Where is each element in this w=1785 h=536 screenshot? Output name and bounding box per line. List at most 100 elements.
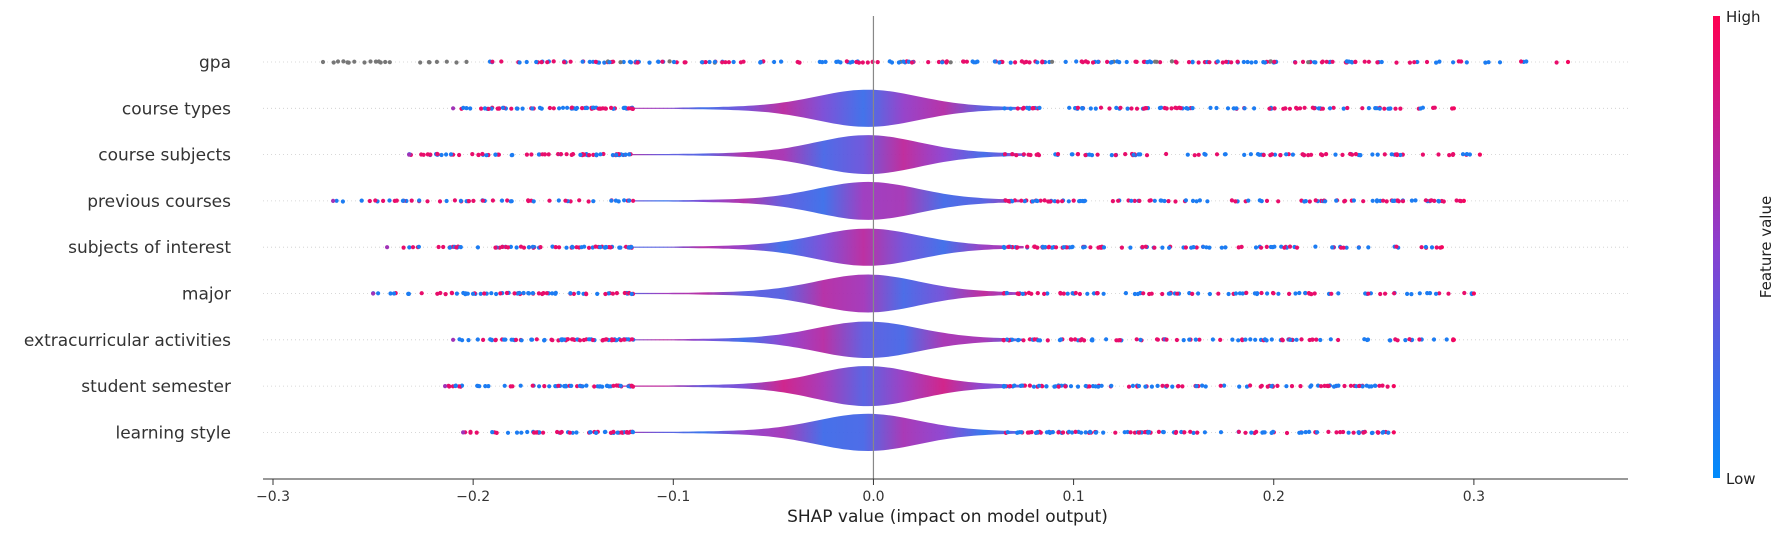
shap-point xyxy=(530,244,535,249)
shap-point xyxy=(1113,153,1118,158)
shap-point xyxy=(1010,337,1015,342)
shap-point xyxy=(602,245,607,250)
shap-point xyxy=(542,384,547,389)
shap-point xyxy=(1190,198,1196,203)
shap-point xyxy=(1214,105,1219,111)
shap-point xyxy=(1081,245,1086,250)
shap-point xyxy=(1230,337,1235,342)
feature-label: subjects of interest xyxy=(68,238,231,258)
colorbar-low-label: Low xyxy=(1726,470,1756,488)
shap-point xyxy=(1461,198,1466,203)
shap-point xyxy=(854,59,859,65)
shap-point xyxy=(1083,430,1088,435)
shap-point xyxy=(1372,383,1377,388)
shap-point xyxy=(1226,291,1231,297)
shap-point xyxy=(1342,199,1347,204)
shap-point xyxy=(618,383,623,388)
shap-point xyxy=(1268,59,1273,64)
shap-point xyxy=(1316,106,1321,111)
shap-point xyxy=(1064,245,1069,250)
shap-point xyxy=(557,245,562,250)
shap-point xyxy=(1105,59,1110,64)
shap-point xyxy=(497,106,502,111)
shap-point xyxy=(1194,245,1199,250)
shap-point xyxy=(513,337,519,342)
shap-point xyxy=(1282,245,1287,250)
shap-point xyxy=(571,291,577,296)
shap-point xyxy=(1069,152,1074,157)
shap-point xyxy=(1006,199,1011,204)
shap-point xyxy=(419,291,424,296)
shap-point xyxy=(1341,106,1346,111)
shap-point xyxy=(1377,383,1382,388)
shap-point xyxy=(586,245,592,250)
shap-point xyxy=(614,291,620,296)
shap-point xyxy=(1207,291,1212,297)
shap-point xyxy=(482,291,487,296)
shap-point xyxy=(1259,245,1264,250)
shap-point xyxy=(1027,383,1032,388)
shap-point xyxy=(1152,59,1158,64)
shap-point xyxy=(604,383,610,388)
violin-shape xyxy=(623,181,1024,220)
shap-point xyxy=(1334,198,1339,203)
shap-point xyxy=(362,60,367,65)
shap-point xyxy=(1303,290,1308,296)
shap-point xyxy=(1019,430,1024,435)
shap-point xyxy=(1261,152,1266,158)
shap-point xyxy=(494,430,499,435)
shap-point xyxy=(823,59,828,64)
shap-point xyxy=(451,337,456,342)
shap-point xyxy=(1245,59,1250,65)
shap-point xyxy=(457,384,462,389)
shap-point xyxy=(1185,152,1190,157)
shap-point xyxy=(1293,291,1298,296)
shap-point xyxy=(1331,105,1336,110)
shap-point xyxy=(1178,106,1183,111)
shap-point xyxy=(1287,291,1292,296)
x-tick-label: 0.1 xyxy=(1062,489,1084,505)
shap-point xyxy=(1093,384,1098,389)
shap-point xyxy=(1147,198,1152,203)
shap-point xyxy=(1101,291,1106,296)
shap-point xyxy=(1004,337,1010,342)
shap-point xyxy=(501,337,507,342)
shap-point xyxy=(1144,106,1149,111)
shap-point xyxy=(1223,245,1228,250)
shap-point xyxy=(1164,337,1169,342)
shap-point xyxy=(1237,384,1242,389)
shap-point xyxy=(1026,152,1031,157)
shap-point xyxy=(1272,106,1277,111)
shap-point xyxy=(1268,244,1273,250)
shap-point xyxy=(1427,291,1433,296)
shap-point xyxy=(376,291,381,296)
shap-point xyxy=(1038,198,1043,203)
shap-point xyxy=(448,152,454,157)
shap-point xyxy=(611,383,616,388)
shap-point xyxy=(1309,152,1314,157)
shap-point xyxy=(1345,105,1350,111)
shap-point xyxy=(1022,199,1027,204)
shap-point xyxy=(1446,291,1451,296)
shap-point xyxy=(1279,244,1284,249)
shap-point xyxy=(1067,105,1072,110)
shap-point xyxy=(1123,152,1128,157)
shap-point xyxy=(562,60,567,65)
shap-point xyxy=(1236,338,1241,343)
shap-point xyxy=(1293,60,1298,65)
shap-point xyxy=(585,105,590,111)
shap-point xyxy=(1200,383,1205,388)
shap-point xyxy=(500,244,505,249)
shap-point xyxy=(1315,430,1320,435)
shap-point xyxy=(1201,244,1206,249)
shap-point xyxy=(468,429,473,434)
shap-point xyxy=(671,59,677,65)
shap-point xyxy=(1436,198,1441,204)
shap-point xyxy=(1010,152,1015,157)
shap-point xyxy=(1095,152,1100,157)
shap-point xyxy=(558,430,563,435)
shap-point xyxy=(1287,106,1292,111)
shap-point xyxy=(1204,245,1209,250)
shap-point xyxy=(1195,430,1200,435)
